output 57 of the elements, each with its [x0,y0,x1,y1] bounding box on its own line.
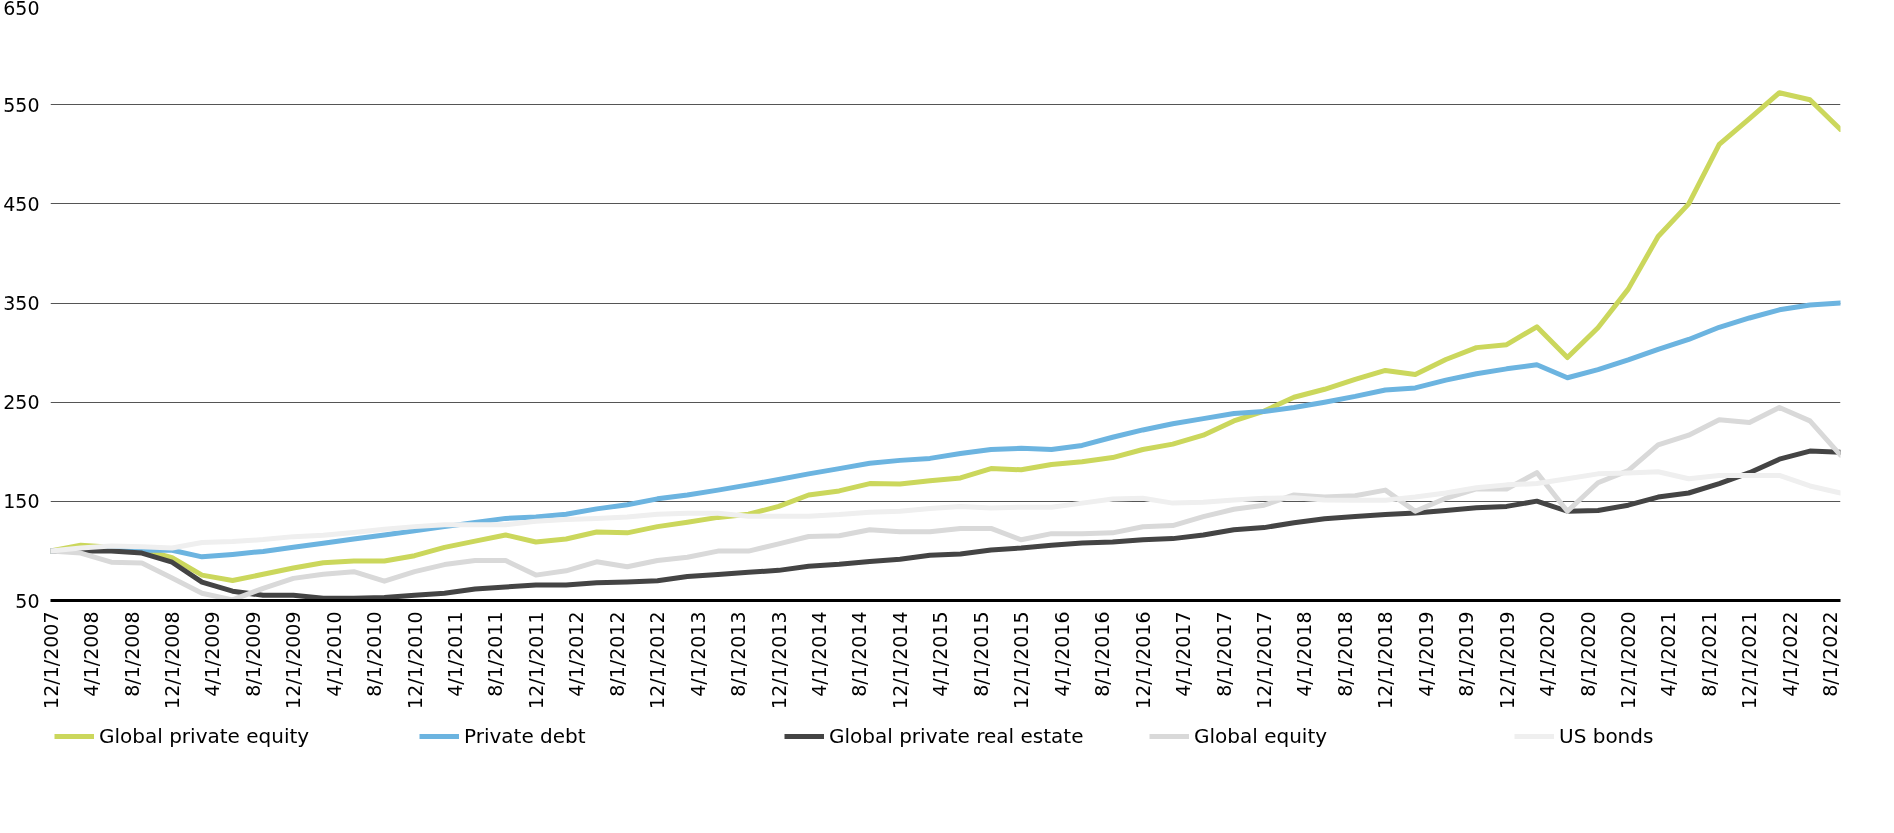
legend-label: Global equity [1194,724,1329,748]
x-tick-label: 12/1/2016 [1131,611,1154,709]
x-tick-label: 4/1/2008 [80,611,103,697]
x-tick-label: 8/1/2008 [120,611,143,697]
x-tick-label: 12/1/2012 [646,611,669,709]
x-tick-label: 8/1/2020 [1576,611,1599,697]
x-tick-label: 12/1/2021 [1738,611,1761,709]
y-tick-label: 250 [3,391,40,414]
x-tick-label: 8/1/2013 [727,611,750,697]
x-tick-label: 8/1/2017 [1212,611,1235,697]
x-tick-label: 12/1/2013 [767,611,790,709]
x-tick-label: 12/1/2008 [161,611,184,709]
x-tick-label: 4/1/2011 [443,611,466,697]
x-tick-label: 4/1/2012 [565,611,588,697]
y-tick-label: 150 [3,490,40,513]
x-tick-label: 8/1/2015 [969,611,992,697]
legend-label: Global private equity [99,724,311,748]
y-tick-label: 650 [3,0,40,19]
y-tick-label: 350 [3,292,40,314]
x-tick-label: 12/1/2010 [403,611,426,709]
legend-label: Private debt [464,724,587,748]
x-tick-label: 12/1/2017 [1253,611,1276,709]
x-tick-label: 8/1/2014 [848,611,871,697]
x-tick-label: 8/1/2009 [241,611,264,697]
x-tick-label: 4/1/2013 [686,611,709,697]
x-tick-label: 4/1/2014 [807,611,830,697]
legend-label: US bonds [1559,724,1655,748]
x-tick-label: 12/1/2009 [282,611,305,709]
x-tick-label: 4/1/2020 [1536,611,1559,697]
x-tick-label: 4/1/2015 [929,611,952,697]
x-tick-label: 4/1/2018 [1293,611,1316,697]
x-tick-label: 8/1/2022 [1819,611,1842,697]
y-tick-label: 50 [15,589,40,612]
x-tick-label: 8/1/2012 [605,611,628,697]
x-tick-label: 4/1/2010 [322,611,345,697]
x-tick-label: 12/1/2007 [39,611,62,709]
y-tick-label: 450 [3,192,40,215]
x-tick-label: 8/1/2011 [484,611,507,697]
legend-label: Global private real estate [829,724,1085,748]
x-tick-label: 4/1/2009 [201,611,224,697]
x-tick-label: 12/1/2011 [524,611,547,709]
x-tick-label: 12/1/2018 [1374,611,1397,709]
x-tick-label: 4/1/2017 [1172,611,1195,697]
x-tick-label: 8/1/2019 [1455,611,1478,697]
x-tick-label: 12/1/2015 [1010,611,1033,709]
x-tick-label: 4/1/2022 [1778,611,1801,697]
x-tick-label: 8/1/2018 [1333,611,1356,697]
x-tick-label: 4/1/2019 [1414,611,1437,697]
x-tick-label: 4/1/2021 [1657,611,1680,697]
y-tick-label: 550 [3,93,40,116]
x-tick-label: 8/1/2016 [1091,611,1114,697]
x-tick-label: 12/1/2014 [888,611,911,709]
x-tick-label: 12/1/2020 [1617,611,1640,709]
x-tick-label: 12/1/2019 [1495,611,1518,709]
x-tick-label: 8/1/2021 [1697,611,1720,697]
x-tick-label: 4/1/2016 [1050,611,1073,697]
x-tick-label: 8/1/2010 [363,611,386,697]
